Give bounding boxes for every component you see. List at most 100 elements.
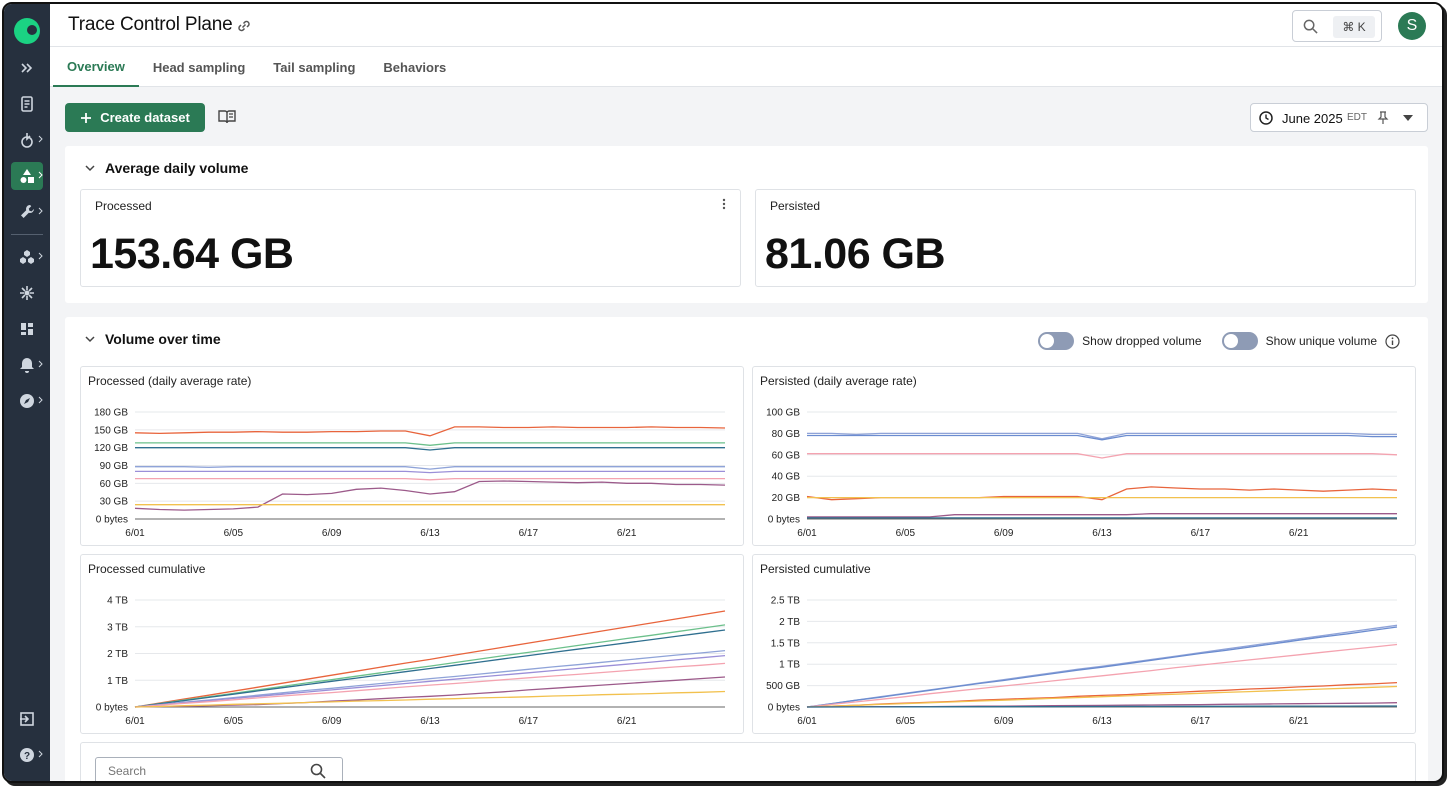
series-line[interactable] <box>806 643 1398 708</box>
y-tick-label: 180 GB <box>94 408 128 419</box>
y-tick-label: 0 bytes <box>96 703 128 714</box>
create-dataset-label: Create dataset <box>100 110 190 125</box>
link-icon[interactable] <box>236 18 252 34</box>
chart-svg: 0 bytes 20 GB 40 GB 60 GB 80 GB 100 GB 6/01 6/0… <box>766 408 1398 539</box>
expand-sidebar-button[interactable] <box>11 54 43 82</box>
x-tick-label: 6/05 <box>224 716 244 727</box>
sidebar-item-control-plane[interactable] <box>11 162 43 190</box>
logo-icon[interactable] <box>14 18 40 44</box>
series-line[interactable] <box>134 649 726 708</box>
y-tick-label: 3 TB <box>107 622 128 633</box>
series-line[interactable] <box>134 662 726 708</box>
series-line[interactable] <box>134 629 726 708</box>
tab-overview[interactable]: Overview <box>53 47 139 87</box>
date-range-picker[interactable]: June 2025 EDT <box>1250 103 1428 132</box>
x-tick-label: 6/13 <box>420 716 440 727</box>
tab-head-sampling[interactable]: Head sampling <box>152 59 246 75</box>
series-line[interactable] <box>806 685 1398 708</box>
info-icon[interactable] <box>1385 333 1400 349</box>
more-options-icon[interactable] <box>722 198 726 210</box>
avatar[interactable]: S <box>1398 12 1426 40</box>
help-button[interactable]: ? <box>11 741 43 769</box>
pin-icon[interactable] <box>1377 111 1389 125</box>
x-tick-label: 6/17 <box>1191 528 1211 539</box>
series-line[interactable] <box>135 477 725 481</box>
toggle-label: Show dropped volume <box>1082 334 1202 348</box>
chevron-down-icon[interactable] <box>1403 115 1413 121</box>
y-tick-label: 100 GB <box>766 408 800 419</box>
y-tick-label: 30 GB <box>100 497 129 508</box>
persisted-cumulative-chart: Persisted cumulative 0 bytes 500 GB 1 TB 1.… <box>752 554 1416 734</box>
series-line[interactable] <box>135 470 725 474</box>
series-line[interactable] <box>134 676 726 708</box>
section-title: Average daily volume <box>105 160 249 176</box>
sidebar-item-dashboards[interactable] <box>11 315 43 343</box>
plus-icon <box>81 112 92 123</box>
svg-text:?: ? <box>24 751 30 762</box>
series-line[interactable] <box>807 705 1397 708</box>
sidebar-item-packages[interactable] <box>11 243 43 271</box>
create-dataset-button[interactable]: Create dataset <box>65 103 205 132</box>
x-tick-label: 6/13 <box>1092 716 1112 727</box>
show-unique-volume-toggle[interactable] <box>1221 332 1258 350</box>
sidebar-item-services[interactable] <box>11 279 43 307</box>
chart-svg: 0 bytes 500 GB 1 TB 1.5 TB 2 TB 2.5 TB 6/01 6/0… <box>766 596 1398 727</box>
chevron-right-icon <box>38 360 43 368</box>
dashboard-icon <box>21 323 33 335</box>
series-line[interactable] <box>135 447 725 451</box>
y-tick-label: 2 TB <box>779 617 800 628</box>
series-line[interactable] <box>134 624 726 708</box>
table-search-input[interactable] <box>95 757 343 781</box>
chart-svg: 0 bytes 30 GB 60 GB 90 GB 120 GB 150 GB 180 GB… <box>94 408 726 539</box>
tab-bar: Overview Head sampling Tail sampling Beh… <box>50 47 1442 87</box>
sidebar-item-docs[interactable] <box>11 90 43 118</box>
y-tick-label: 2.5 TB <box>771 596 801 607</box>
book-icon[interactable] <box>218 109 236 125</box>
y-tick-label: 150 GB <box>94 425 128 436</box>
section-header[interactable]: Volume over time <box>85 331 221 347</box>
chevron-right-icon <box>38 207 43 215</box>
x-tick-label: 6/09 <box>994 716 1014 727</box>
stat-label: Persisted <box>770 199 821 213</box>
processed-rate-chart: Processed (daily average rate) 0 bytes 30… <box>80 366 744 546</box>
section-header[interactable]: Average daily volume <box>85 160 248 176</box>
x-tick-label: 6/13 <box>1092 528 1112 539</box>
sidebar-item-alerts[interactable] <box>11 351 43 379</box>
x-tick-label: 6/17 <box>519 716 539 727</box>
y-tick-label: 0 bytes <box>96 515 128 526</box>
compass-icon <box>20 394 34 408</box>
search-icon[interactable] <box>310 763 326 779</box>
series-line[interactable] <box>134 610 726 708</box>
series-line[interactable] <box>134 426 726 437</box>
x-tick-label: 6/09 <box>994 528 1014 539</box>
series-line[interactable] <box>807 513 1397 518</box>
processed-stat-card: Processed 153.64 GB <box>80 189 741 287</box>
series-line[interactable] <box>134 480 726 511</box>
y-tick-label: 0 bytes <box>768 515 800 526</box>
average-daily-volume-section: Average daily volume Processed 153.64 GB… <box>65 146 1428 303</box>
sidebar-item-explore[interactable] <box>11 387 43 415</box>
logout-button[interactable] <box>11 705 43 733</box>
series-line[interactable] <box>134 690 726 708</box>
toggle-label: Show unique volume <box>1265 334 1377 348</box>
series-line[interactable] <box>135 442 725 446</box>
global-search-button[interactable]: ⌘ K <box>1292 10 1382 42</box>
series-line[interactable] <box>807 432 1397 440</box>
sidebar-item-ingest[interactable] <box>11 126 43 154</box>
x-tick-label: 6/01 <box>125 528 145 539</box>
sign-in-icon <box>20 712 34 726</box>
sidebar-item-tools[interactable] <box>11 198 43 226</box>
y-tick-label: 0 bytes <box>768 703 800 714</box>
document-icon <box>21 96 33 112</box>
series-line[interactable] <box>807 453 1398 459</box>
series-line[interactable] <box>134 654 726 708</box>
show-dropped-volume-toggle[interactable] <box>1038 332 1075 350</box>
series-line[interactable] <box>135 466 725 470</box>
series-line[interactable] <box>807 434 1397 441</box>
tab-behaviors[interactable]: Behaviors <box>383 59 447 75</box>
y-tick-label: 1.5 TB <box>771 638 801 649</box>
tab-tail-sampling[interactable]: Tail sampling <box>273 59 356 75</box>
series-line[interactable] <box>806 626 1398 708</box>
y-tick-label: 4 TB <box>107 596 128 607</box>
chart-title: Persisted (daily average rate) <box>760 374 917 388</box>
